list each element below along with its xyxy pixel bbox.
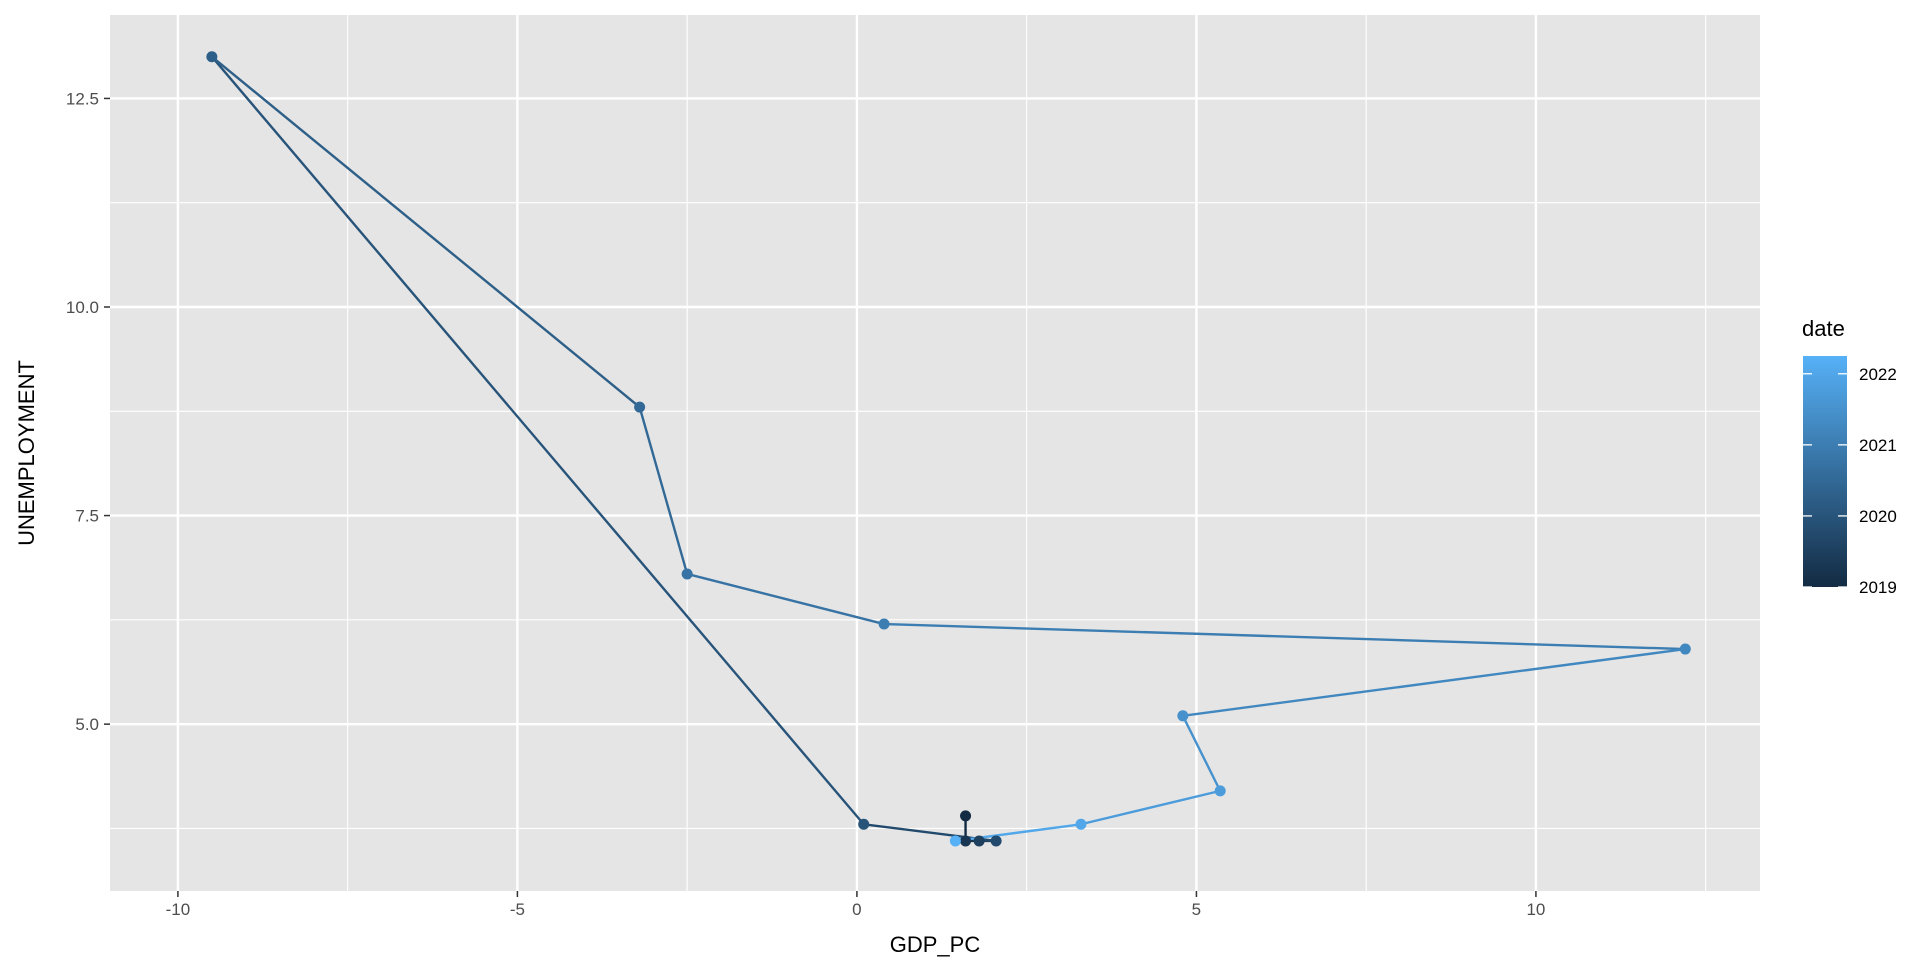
path-segment — [685, 572, 886, 626]
data-point — [960, 835, 972, 847]
data-point — [1679, 643, 1691, 655]
legend-tick-label: 2021 — [1859, 436, 1897, 455]
y-tick-label: 10.0 — [66, 298, 99, 317]
x-tick-label: -10 — [166, 900, 191, 919]
path-segment — [210, 55, 865, 826]
data-point — [681, 568, 693, 580]
path-segment — [882, 622, 1687, 651]
y-tick-label: 7.5 — [75, 507, 99, 526]
data-point — [1075, 818, 1087, 830]
y-tick-label: 5.0 — [75, 715, 99, 734]
legend-tick-label: 2022 — [1859, 365, 1897, 384]
y-axis-ticks: 5.0 7.5 10.0 12.5 — [66, 89, 110, 734]
data-point — [878, 618, 890, 630]
series-points — [206, 51, 1691, 847]
data-point — [1177, 710, 1189, 722]
legend-title: date — [1802, 316, 1845, 341]
data-point — [973, 835, 985, 847]
x-tick-label: -5 — [510, 900, 525, 919]
legend-ticks: 2019 2020 2021 2022 — [1803, 365, 1897, 597]
data-point — [1214, 785, 1226, 797]
data-point — [949, 835, 961, 847]
data-point — [858, 818, 870, 830]
series-path — [210, 55, 1687, 843]
x-tick-label: 10 — [1526, 900, 1545, 919]
x-tick-label: 5 — [1192, 900, 1201, 919]
x-axis-ticks: -10 -5 0 5 10 — [166, 891, 1545, 919]
data-point — [206, 51, 218, 63]
legend-tick-label: 2019 — [1859, 578, 1897, 597]
path-segment — [1181, 714, 1222, 793]
legend: date 2019 2020 2021 2022 — [1802, 316, 1897, 597]
path-segment — [1181, 647, 1687, 717]
x-axis-title: GDP_PC — [890, 932, 981, 957]
plot-panel — [110, 15, 1760, 891]
data-point — [634, 401, 646, 413]
legend-colorbar — [1803, 356, 1847, 587]
path-segment — [1079, 789, 1222, 826]
legend-tick-label: 2020 — [1859, 507, 1897, 526]
y-axis-title: UNEMPLOYMENT — [14, 360, 39, 546]
grid-minor — [110, 15, 1760, 891]
path-segment — [210, 55, 641, 409]
data-point — [990, 835, 1002, 847]
data-point — [960, 810, 972, 822]
x-tick-label: 0 — [852, 900, 861, 919]
path-segment — [638, 405, 689, 576]
y-tick-label: 12.5 — [66, 89, 99, 108]
